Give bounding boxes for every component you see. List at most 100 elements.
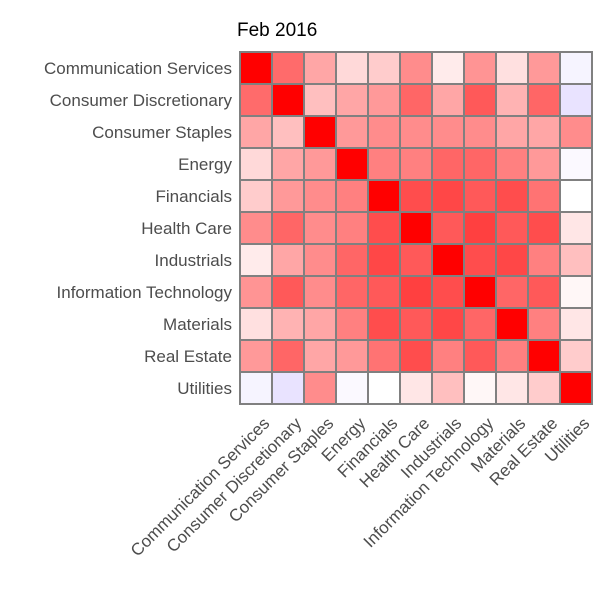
heatmap-cell (303, 83, 337, 117)
heatmap-cell (367, 115, 401, 149)
heatmap-cell (239, 83, 273, 117)
heatmap-cell (303, 275, 337, 309)
heatmap-cell (527, 115, 561, 149)
heatmap-cell (527, 275, 561, 309)
y-tick-label: Industrials (155, 251, 232, 270)
heatmap-cell (271, 51, 305, 85)
heatmap-cell (399, 307, 433, 341)
y-tick-label: Energy (178, 155, 232, 174)
heatmap-cell (303, 307, 337, 341)
heatmap-cell (335, 307, 369, 341)
heatmap-cell (431, 179, 465, 213)
heatmap-cell (335, 371, 369, 405)
y-tick-label: Consumer Discretionary (50, 91, 233, 110)
heatmap-cell (495, 307, 529, 341)
heatmap-cell (239, 371, 273, 405)
heatmap-cell (463, 211, 497, 245)
heatmap-cell (527, 51, 561, 85)
heatmap-cell (335, 275, 369, 309)
heatmap-cell (271, 371, 305, 405)
heatmap-cell (527, 211, 561, 245)
heatmap-cell (271, 243, 305, 277)
heatmap-cell (367, 83, 401, 117)
heatmap-cell (367, 339, 401, 373)
heatmap-cell (239, 243, 273, 277)
heatmap-cell (431, 83, 465, 117)
heatmap-cell (463, 83, 497, 117)
heatmap-cell (303, 179, 337, 213)
heatmap-cell (271, 115, 305, 149)
heatmap-cell (495, 243, 529, 277)
heatmap-cell (367, 51, 401, 85)
heatmap-cell (559, 307, 593, 341)
heatmap-cell (367, 243, 401, 277)
heatmap-cell (495, 211, 529, 245)
heatmap-cell (559, 211, 593, 245)
heatmap-cell (399, 211, 433, 245)
heatmap-cell (303, 339, 337, 373)
heatmap-cell (239, 51, 273, 85)
heatmap-cell (399, 275, 433, 309)
heatmap-cell (399, 115, 433, 149)
y-axis-labels: Communication Services Consumer Discretio… (44, 59, 233, 398)
y-tick-label: Consumer Staples (92, 123, 232, 142)
heatmap-cell (271, 211, 305, 245)
heatmap-cell (367, 371, 401, 405)
heatmap-cell (335, 51, 369, 85)
heatmap-cell (463, 275, 497, 309)
heatmap-cell (399, 51, 433, 85)
heatmap-cell (239, 339, 273, 373)
heatmap-cell (335, 115, 369, 149)
heatmap-cell (367, 307, 401, 341)
heatmap-cell (463, 147, 497, 181)
y-tick-label: Utilities (177, 379, 232, 398)
heatmap-cell (527, 307, 561, 341)
heatmap-cell (239, 307, 273, 341)
heatmap-cell (399, 243, 433, 277)
heatmap-cell (463, 339, 497, 373)
heatmap-cell (463, 179, 497, 213)
heatmap-cell (303, 371, 337, 405)
heatmap-cell (559, 83, 593, 117)
heatmap-cell (463, 51, 497, 85)
heatmap-cell (335, 179, 369, 213)
heatmap-cell (559, 115, 593, 149)
heatmap-cell (431, 339, 465, 373)
heatmap-cell (495, 275, 529, 309)
heatmap-cell (271, 275, 305, 309)
heatmap-cell (559, 371, 593, 405)
heatmap-cell (495, 83, 529, 117)
heatmap-cell (239, 211, 273, 245)
heatmap-cell (239, 115, 273, 149)
heatmap-cell (527, 179, 561, 213)
heatmap-cell (431, 211, 465, 245)
heatmap-cell (495, 147, 529, 181)
heatmap-cell (239, 275, 273, 309)
heatmap-cell (495, 51, 529, 85)
heatmap-cell (527, 243, 561, 277)
chart-title: Feb 2016 (237, 20, 318, 41)
heatmap-cell (431, 115, 465, 149)
heatmap-cell (271, 83, 305, 117)
heatmap-cells (239, 51, 593, 405)
heatmap-cell (303, 115, 337, 149)
heatmap-cell (303, 147, 337, 181)
y-tick-label: Materials (163, 315, 232, 334)
heatmap-cell (463, 371, 497, 405)
heatmap-cell (495, 115, 529, 149)
heatmap-cell (271, 147, 305, 181)
heatmap-cell (527, 83, 561, 117)
y-tick-label: Health Care (141, 219, 232, 238)
heatmap-cell (559, 243, 593, 277)
heatmap-cell (559, 147, 593, 181)
heatmap-cell (303, 243, 337, 277)
heatmap-cell (399, 179, 433, 213)
heatmap-cell (367, 179, 401, 213)
heatmap-cell (335, 211, 369, 245)
heatmap-cell (431, 307, 465, 341)
heatmap-cell (271, 307, 305, 341)
y-tick-label: Communication Services (44, 59, 232, 78)
heatmap-cell (399, 147, 433, 181)
